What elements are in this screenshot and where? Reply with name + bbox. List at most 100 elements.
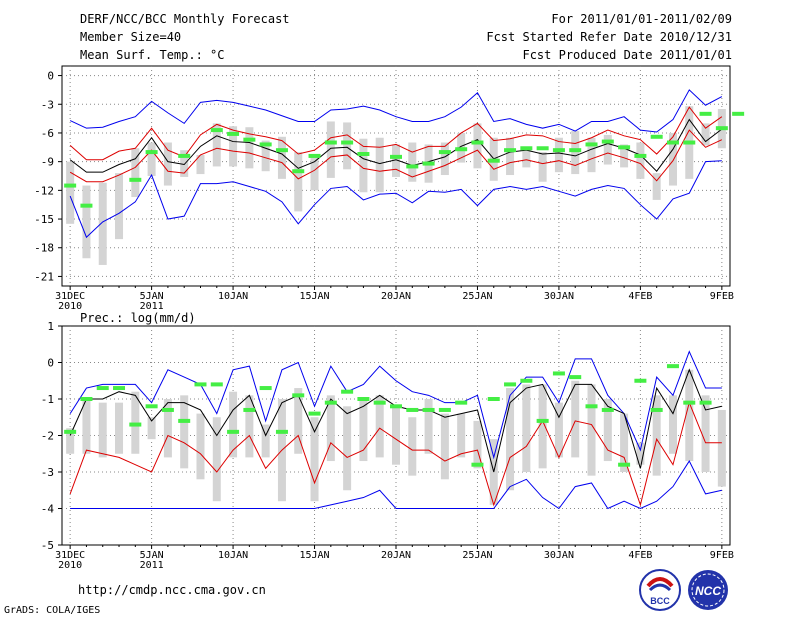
y-tick-label: -2 bbox=[41, 430, 54, 443]
observed-mark bbox=[536, 146, 549, 151]
x-tick-label: 9FEB bbox=[710, 550, 734, 561]
ensemble-box bbox=[115, 402, 124, 454]
observed-mark bbox=[178, 418, 191, 423]
forecast-period: For 2011/01/01-2011/02/09 bbox=[551, 12, 732, 26]
y-tick-label: -6 bbox=[41, 127, 54, 140]
ensemble-box bbox=[359, 399, 368, 462]
ensemble-box bbox=[603, 399, 612, 462]
y-tick-label: -1 bbox=[41, 393, 54, 406]
observed-mark bbox=[259, 142, 272, 147]
ensemble-box bbox=[261, 424, 270, 458]
observed-mark bbox=[227, 429, 240, 434]
observed-mark bbox=[324, 400, 337, 405]
ensemble-box bbox=[636, 142, 645, 179]
observed-mark bbox=[715, 126, 728, 131]
observed-mark bbox=[601, 139, 614, 144]
ensemble-box bbox=[554, 402, 563, 458]
y-tick-label: -21 bbox=[34, 270, 54, 283]
observed-mark bbox=[357, 397, 370, 401]
x-tick-label: 10JAN bbox=[218, 291, 248, 302]
x-tick-label: 2010 bbox=[58, 560, 82, 571]
observed-mark bbox=[471, 462, 484, 467]
x-tick-label: 2010 bbox=[58, 301, 82, 312]
x-tick-label: 30JAN bbox=[544, 550, 574, 561]
ensemble-box bbox=[98, 402, 107, 458]
observed-mark bbox=[618, 145, 631, 150]
observed-mark bbox=[145, 404, 158, 409]
ensemble-box bbox=[636, 442, 645, 465]
observed-mark bbox=[699, 111, 712, 116]
ensemble-box bbox=[196, 154, 205, 175]
y-tick-label: 0 bbox=[47, 70, 54, 83]
observed-mark bbox=[634, 378, 647, 383]
ensemble-box bbox=[343, 122, 352, 170]
started-refer-date: Fcst Started Refer Date 2010/12/31 bbox=[486, 30, 732, 44]
ensemble-box bbox=[147, 142, 156, 176]
y-tick-label: -15 bbox=[34, 213, 54, 226]
observed-mark bbox=[650, 134, 663, 139]
observed-mark bbox=[129, 177, 142, 182]
min-line bbox=[70, 460, 722, 510]
observed-mark bbox=[438, 150, 451, 155]
observed-mark bbox=[357, 152, 370, 156]
ensemble-box bbox=[66, 161, 75, 224]
observed-mark bbox=[275, 429, 288, 434]
y-tick-label: -3 bbox=[41, 98, 54, 111]
observed-mark bbox=[585, 142, 598, 147]
observed-mark bbox=[422, 407, 435, 412]
y-tick-label: -12 bbox=[34, 184, 54, 197]
max-line bbox=[69, 350, 722, 460]
y-tick-label: -3 bbox=[41, 466, 54, 479]
ensemble-box bbox=[326, 121, 335, 178]
observed-mark bbox=[210, 382, 223, 387]
ensemble-box bbox=[131, 148, 140, 198]
y-tick-label: -4 bbox=[41, 503, 55, 516]
ensemble-box bbox=[310, 417, 319, 502]
ensemble-box bbox=[652, 395, 661, 476]
observed-mark bbox=[634, 153, 647, 158]
observed-mark bbox=[161, 407, 174, 412]
min-line bbox=[69, 160, 722, 239]
x-tick-label: 20JAN bbox=[381, 291, 411, 302]
observed-mark bbox=[487, 158, 500, 163]
observed-mark bbox=[406, 407, 419, 412]
ensemble-box bbox=[229, 391, 238, 458]
observed-mark bbox=[552, 148, 565, 153]
ensemble-box bbox=[506, 137, 515, 176]
ensemble-box bbox=[163, 399, 172, 458]
ncc-logo-text: NCC bbox=[695, 584, 721, 598]
x-tick-label: 30JAN bbox=[544, 291, 574, 302]
ensemble-box bbox=[440, 413, 449, 480]
ensemble-box bbox=[473, 123, 482, 169]
ensemble-box bbox=[440, 142, 449, 176]
x-tick-label: 25JAN bbox=[462, 550, 492, 561]
lower-line bbox=[69, 129, 723, 183]
observed-mark bbox=[422, 161, 435, 166]
ensemble-box bbox=[506, 388, 515, 491]
source-url[interactable]: http://cmdp.ncc.cma.gov.cn bbox=[78, 583, 266, 597]
ensemble-box bbox=[212, 417, 221, 502]
ensemble-box bbox=[245, 127, 254, 169]
ensemble-box bbox=[375, 137, 384, 193]
chart-title: DERF/NCC/BCC Monthly Forecast bbox=[80, 12, 290, 26]
observed-mark bbox=[455, 147, 468, 152]
observed-mark bbox=[227, 131, 240, 136]
observed-mark bbox=[683, 400, 696, 405]
ensemble-box bbox=[685, 369, 694, 462]
ensemble-box bbox=[652, 173, 661, 200]
y-tick-label: 0 bbox=[47, 357, 54, 370]
ensemble-box bbox=[587, 137, 596, 173]
observed-mark bbox=[618, 462, 631, 467]
x-tick-label: 10JAN bbox=[218, 550, 248, 561]
member-size: Member Size=40 bbox=[80, 30, 182, 44]
observed-mark bbox=[96, 386, 109, 391]
ensemble-box bbox=[82, 185, 91, 259]
observed-mark bbox=[373, 400, 386, 405]
ensemble-box bbox=[261, 140, 270, 172]
ensemble-box bbox=[701, 123, 710, 146]
y-tick-label: -5 bbox=[41, 539, 54, 552]
x-tick-label: 4FEB bbox=[628, 291, 652, 302]
observed-mark bbox=[699, 400, 712, 405]
ensemble-box bbox=[245, 395, 254, 458]
